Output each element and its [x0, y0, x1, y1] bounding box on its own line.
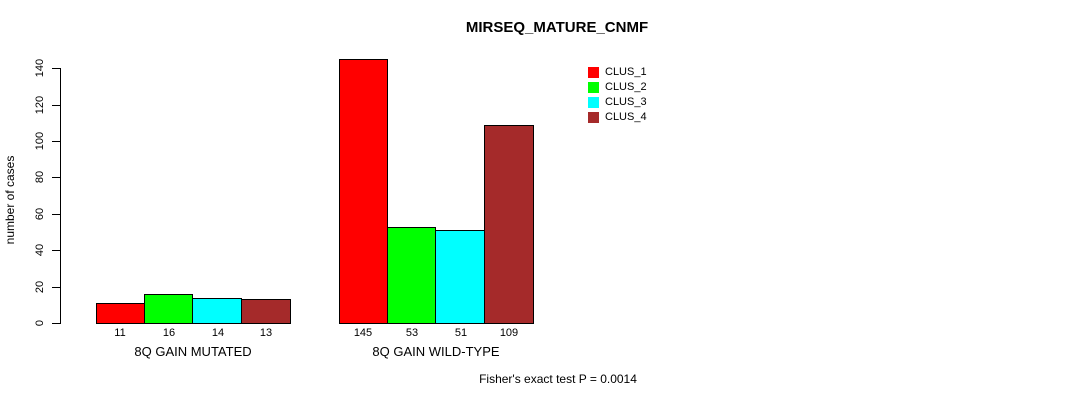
y-tick-label: 20 [34, 280, 46, 294]
y-tick-label: 80 [34, 170, 46, 184]
legend-swatch-clus_4 [588, 112, 599, 123]
legend-row: CLUS_2 [588, 82, 647, 93]
legend-row: CLUS_1 [588, 67, 647, 78]
legend-label: CLUS_2 [605, 81, 647, 93]
y-tick-label: 120 [34, 95, 46, 115]
y-tick-label: 100 [34, 131, 46, 151]
bar-clus_3 [192, 298, 242, 324]
legend-swatch-clus_1 [588, 67, 599, 78]
legend-row: CLUS_3 [588, 97, 647, 108]
y-tick [52, 323, 60, 324]
legend-label: CLUS_3 [605, 96, 647, 108]
bar-clus_1 [96, 303, 145, 324]
bar-value-label: 53 [405, 327, 419, 339]
legend-row: CLUS_4 [588, 112, 647, 123]
bar-clus_4 [484, 125, 534, 324]
y-tick-label: 40 [34, 243, 46, 257]
bar-value-label: 14 [211, 327, 225, 339]
y-tick-label: 0 [34, 319, 46, 327]
y-tick [52, 287, 60, 288]
y-tick-label: 140 [34, 58, 46, 78]
x-group-label: 8Q GAIN WILD-TYPE [372, 344, 500, 359]
y-axis-line [60, 68, 61, 324]
bar-value-label: 13 [259, 327, 273, 339]
y-tick [52, 105, 60, 106]
y-tick-label: 60 [34, 207, 46, 221]
legend-label: CLUS_1 [605, 66, 647, 78]
bar-value-label: 145 [353, 327, 373, 339]
stat-test-footnote: Fisher's exact test P = 0.0014 [479, 372, 637, 386]
bar-value-label: 16 [162, 327, 176, 339]
bar-clus_2 [144, 294, 193, 324]
bar-clus_1 [339, 59, 388, 324]
y-tick [52, 177, 60, 178]
x-group-label: 8Q GAIN MUTATED [134, 344, 252, 359]
y-tick [52, 68, 60, 69]
bar-value-label: 11 [114, 327, 126, 339]
y-axis-label: number of cases [3, 155, 17, 245]
bar-clus_2 [387, 227, 436, 324]
legend-swatch-clus_2 [588, 82, 599, 93]
bar-value-label: 51 [454, 327, 468, 339]
chart-title: MIRSEQ_MATURE_CNMF [465, 19, 649, 36]
y-tick [52, 250, 60, 251]
legend-label: CLUS_4 [605, 111, 647, 123]
legend-swatch-clus_3 [588, 97, 599, 108]
bar-clus_4 [241, 299, 291, 324]
y-tick [52, 141, 60, 142]
bar-value-label: 109 [499, 327, 519, 339]
y-tick [52, 214, 60, 215]
legend: CLUS_1 CLUS_2 CLUS_3 CLUS_4 [588, 67, 647, 127]
bar-clus_3 [435, 230, 485, 324]
